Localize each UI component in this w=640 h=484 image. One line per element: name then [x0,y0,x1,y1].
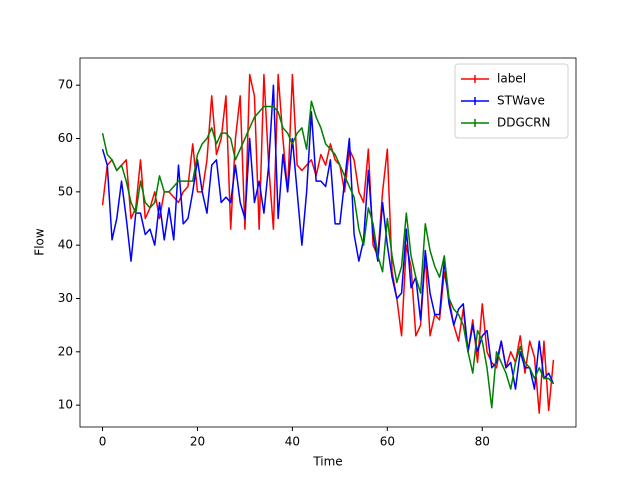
plot-frame [79,57,577,428]
legend-label: STWave [497,94,545,108]
legend-label: DDGCRN [497,116,550,130]
x-tick-label: 0 [99,435,107,449]
y-tick-label: 70 [58,78,73,92]
legend-label: label [497,72,526,86]
x-tick-label: 20 [190,435,205,449]
y-tick-label: 60 [58,131,73,145]
series-line [101,84,555,390]
x-tick-label: 80 [475,435,490,449]
series-line [101,73,555,414]
y-tick-label: 50 [58,184,73,198]
y-tick-label: 20 [58,344,73,358]
y-tick-label: 10 [58,398,73,412]
x-axis-label: Time [312,455,342,469]
legend-box [454,63,569,139]
y-tick-label: 30 [58,291,73,305]
y-tick-label: 40 [58,238,73,252]
x-tick-label: 40 [285,435,300,449]
x-tick-label: 60 [380,435,395,449]
y-axis-label: Flow [33,228,47,256]
series-line [101,100,555,409]
